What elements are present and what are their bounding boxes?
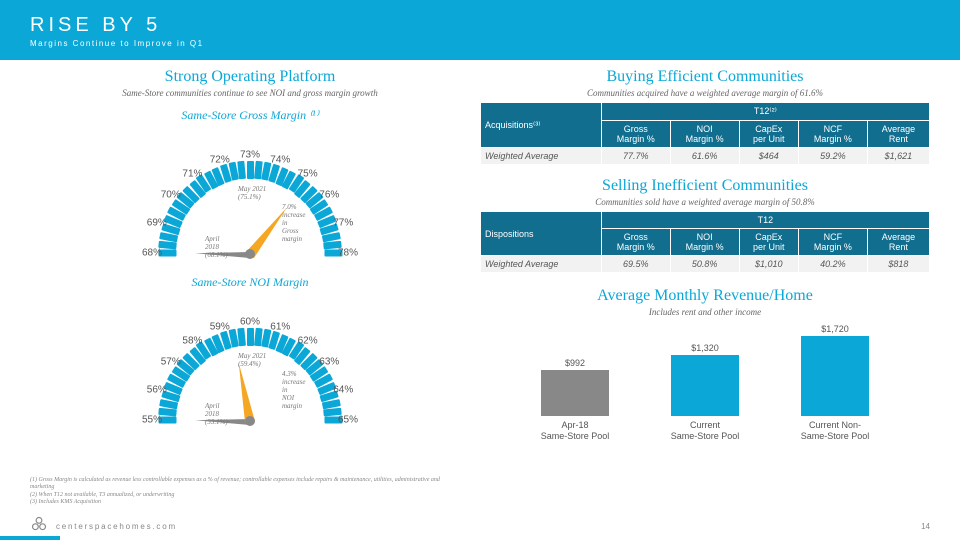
- gauge-tick-label: 69%: [147, 217, 167, 228]
- gauge-tick-label: 75%: [298, 168, 318, 179]
- gauge-tick-label: 72%: [210, 154, 230, 165]
- gauge-tick-label: 74%: [270, 154, 290, 165]
- gauge-noi-margin: 55%56%57%58%59%60%61%62%63%64%65%May 202…: [110, 292, 390, 432]
- content-area: Strong Operating Platform Same-Store com…: [0, 60, 960, 441]
- logo-icon: [30, 515, 48, 538]
- gauge-tick-label: 73%: [240, 150, 260, 161]
- acq-subtitle: Communities acquired have a weighted ave…: [480, 88, 930, 98]
- gauge-tick-label: 65%: [338, 415, 358, 426]
- acquisitions-table: Acquisitions⁽³⁾T12⁽²⁾GrossMargin %NOIMar…: [480, 102, 930, 165]
- footnotes: (1) Gross Margin is calculated as revenu…: [30, 477, 450, 506]
- gauge-gross-margin: 68%69%70%71%72%73%74%75%76%77%78%May 202…: [110, 125, 390, 265]
- footer-url: centerspacehomes.com: [56, 522, 177, 531]
- footer-accent-bar: [0, 536, 60, 540]
- right-column: Buying Efficient Communities Communities…: [470, 68, 930, 441]
- gauge-tick-label: 61%: [270, 321, 290, 332]
- gauge-tick-label: 55%: [142, 415, 162, 426]
- gauge1-title: Same-Store Gross Margin ⁽¹⁾: [30, 108, 470, 123]
- gauge-tick-label: 62%: [298, 335, 318, 346]
- footer: centerspacehomes.com 14: [0, 512, 960, 540]
- gauge-tick-label: 57%: [161, 357, 181, 368]
- page-title: RISE BY 5: [30, 14, 930, 37]
- gauge-tick-label: 76%: [319, 190, 339, 201]
- gauge2-title: Same-Store NOI Margin: [30, 275, 470, 290]
- gauge-tick-label: 56%: [147, 384, 167, 395]
- page-subtitle: Margins Continue to Improve in Q1: [30, 39, 930, 48]
- left-column: Strong Operating Platform Same-Store com…: [30, 68, 470, 441]
- left-section-subtitle: Same-Store communities continue to see N…: [30, 88, 470, 98]
- gauge-tick-label: 63%: [319, 357, 339, 368]
- gauge-tick-label: 58%: [182, 335, 202, 346]
- bar-item: $1,720Current Non-Same-Store Pool: [780, 324, 890, 441]
- dispositions-table: DispositionsT12GrossMargin %NOIMargin %C…: [480, 211, 930, 273]
- page-number: 14: [921, 522, 930, 531]
- gauge-tick-label: 59%: [210, 321, 230, 332]
- gauge-tick-label: 70%: [161, 190, 181, 201]
- revenue-bar-chart: $992Apr-18Same-Store Pool$1,320CurrentSa…: [480, 331, 930, 441]
- disp-subtitle: Communities sold have a weighted average…: [480, 197, 930, 207]
- title-banner: RISE BY 5 Margins Continue to Improve in…: [0, 0, 960, 60]
- chart-subtitle: Includes rent and other income: [480, 307, 930, 317]
- gauge-tick-label: 77%: [333, 217, 353, 228]
- disp-title: Selling Inefficient Communities: [480, 177, 930, 195]
- gauge-tick-label: 78%: [338, 248, 358, 259]
- chart-title: Average Monthly Revenue/Home: [480, 287, 930, 305]
- acq-title: Buying Efficient Communities: [480, 68, 930, 86]
- gauge-tick-label: 60%: [240, 317, 260, 328]
- bar-item: $992Apr-18Same-Store Pool: [520, 358, 630, 441]
- gauge-tick-label: 64%: [333, 384, 353, 395]
- bar-item: $1,320CurrentSame-Store Pool: [650, 343, 760, 441]
- gauge-tick-label: 71%: [182, 168, 202, 179]
- left-section-title: Strong Operating Platform: [30, 68, 470, 86]
- gauge-tick-label: 68%: [142, 248, 162, 259]
